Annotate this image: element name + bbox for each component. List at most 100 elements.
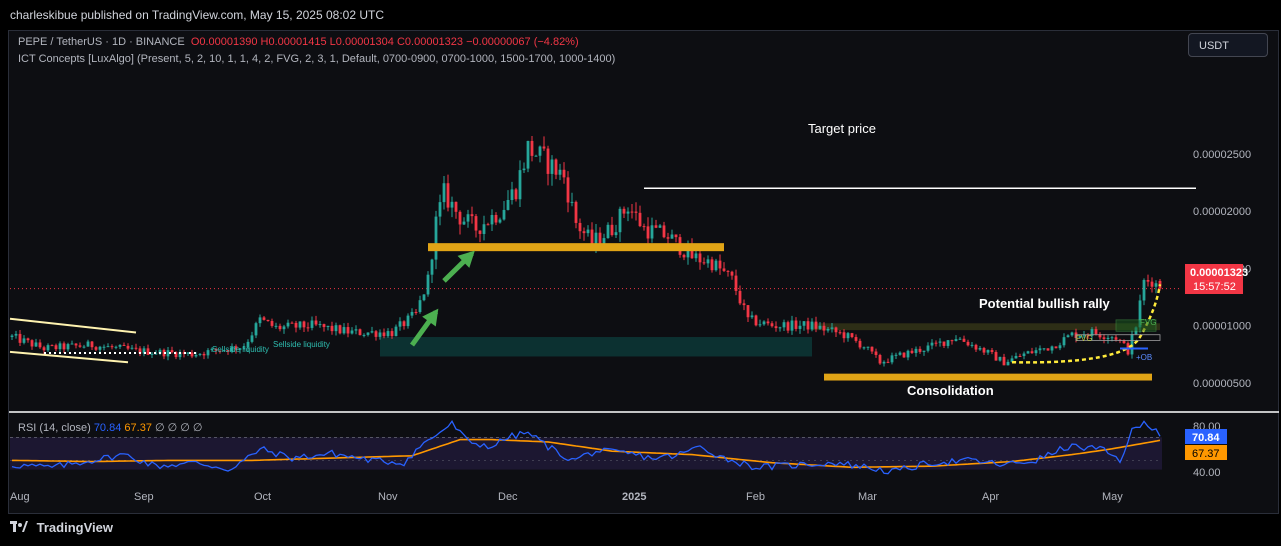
candle-body — [54, 345, 58, 350]
candle-body — [866, 346, 870, 348]
high-value: H0.00001415 — [260, 36, 327, 48]
candle-body — [534, 155, 538, 157]
bullish-rally-curve — [1011, 284, 1162, 364]
candle-body — [926, 345, 930, 351]
candle-body — [458, 211, 462, 225]
candle-body — [994, 352, 998, 361]
candle-body — [974, 344, 978, 350]
candle-body — [18, 333, 22, 343]
target-price-label: Target price — [808, 121, 876, 136]
candle-body — [850, 333, 854, 338]
candle-body — [682, 254, 686, 258]
candle-body — [798, 325, 802, 329]
candle-body — [234, 346, 238, 350]
candle-body — [1146, 280, 1150, 282]
candle-body — [782, 322, 786, 328]
open-value: O0.00001390 — [190, 36, 258, 48]
candle-body — [1018, 355, 1022, 357]
candle-body — [1086, 335, 1090, 337]
candle-body — [14, 333, 18, 336]
candle-body — [214, 348, 218, 351]
candle-body — [554, 159, 558, 175]
candle-body — [338, 325, 342, 334]
candle-body — [1058, 345, 1062, 349]
candle-body — [78, 345, 82, 347]
candle-body — [702, 262, 706, 264]
candle-body — [494, 215, 498, 223]
tradingview-footer[interactable]: TradingView — [10, 520, 113, 535]
candle-body — [414, 311, 418, 313]
candle-body — [110, 346, 114, 348]
candle-body — [98, 346, 102, 350]
rsi-legend[interactable]: RSI (14, close) 70.84 67.37 ∅ ∅ ∅ ∅ — [18, 421, 203, 434]
candle-body — [946, 340, 950, 346]
candle-body — [62, 343, 66, 350]
candle-body — [690, 245, 694, 259]
candle-body — [954, 339, 958, 342]
fvg-zone — [812, 323, 1160, 331]
candle-body — [74, 343, 78, 346]
candle-body — [390, 331, 394, 337]
candle-body — [102, 346, 106, 348]
rsi-value: 70.84 — [93, 422, 122, 434]
candle-body — [158, 349, 162, 354]
candle-body — [894, 354, 898, 356]
time-tick-label: Mar — [858, 491, 877, 503]
candle-body — [430, 259, 434, 275]
candle-body — [766, 321, 770, 324]
candle-body — [82, 346, 86, 348]
candles-group — [10, 135, 1162, 367]
candle-body — [590, 229, 594, 245]
candle-body — [614, 232, 618, 236]
candle-body — [378, 332, 382, 337]
candle-body — [610, 224, 614, 236]
candle-body — [734, 275, 738, 291]
sellside-label-2: Sellside liquidity — [273, 340, 330, 349]
chart-area[interactable] — [8, 30, 1279, 514]
candle-body — [934, 342, 938, 344]
candle-body — [1026, 351, 1030, 354]
candle-body — [602, 238, 606, 245]
time-tick-label: Feb — [746, 491, 765, 503]
candle-body — [902, 352, 906, 358]
candle-body — [1062, 337, 1066, 346]
time-tick-label: May — [1102, 491, 1123, 503]
liquidity-zone — [380, 337, 812, 357]
candle-body — [570, 201, 574, 203]
candle-body — [714, 260, 718, 271]
candle-body — [170, 350, 174, 353]
symbol-legend: PEPE / TetherUS · 1D · BINANCE O0.000013… — [18, 36, 579, 48]
candle-body — [230, 346, 234, 352]
candle-body — [606, 224, 610, 239]
currency-button[interactable]: USDT — [1188, 33, 1268, 57]
candle-body — [1034, 350, 1038, 354]
price-tick-label: 0.00000500 — [1193, 378, 1251, 390]
rsi-extra: ∅ ∅ ∅ ∅ — [155, 422, 203, 434]
indicator-legend[interactable]: ICT Concepts [LuxAlgo] (Present, 5, 2, 1… — [18, 53, 616, 65]
time-tick-label: Sep — [134, 491, 154, 503]
candle-body — [558, 169, 562, 175]
candle-body — [346, 327, 350, 334]
candle-body — [418, 300, 422, 313]
candle-body — [314, 320, 318, 325]
candle-body — [334, 325, 338, 332]
candle-body — [794, 320, 798, 329]
candle-body — [826, 328, 830, 331]
candle-body — [330, 325, 334, 332]
candle-body — [118, 344, 122, 347]
candle-body — [386, 331, 390, 337]
candle-body — [942, 341, 946, 346]
candle-body — [662, 225, 666, 238]
candle-body — [366, 332, 370, 335]
candle-body — [638, 212, 642, 227]
fvg-label-2: FVG — [1140, 318, 1156, 327]
candle-body — [1038, 348, 1042, 351]
ob-label: +OB — [1136, 353, 1152, 362]
candle-body — [446, 183, 450, 208]
candle-body — [1078, 335, 1082, 338]
candle-body — [22, 338, 26, 343]
candle-body — [178, 352, 182, 358]
candle-body — [206, 350, 210, 356]
candle-body — [634, 211, 638, 213]
